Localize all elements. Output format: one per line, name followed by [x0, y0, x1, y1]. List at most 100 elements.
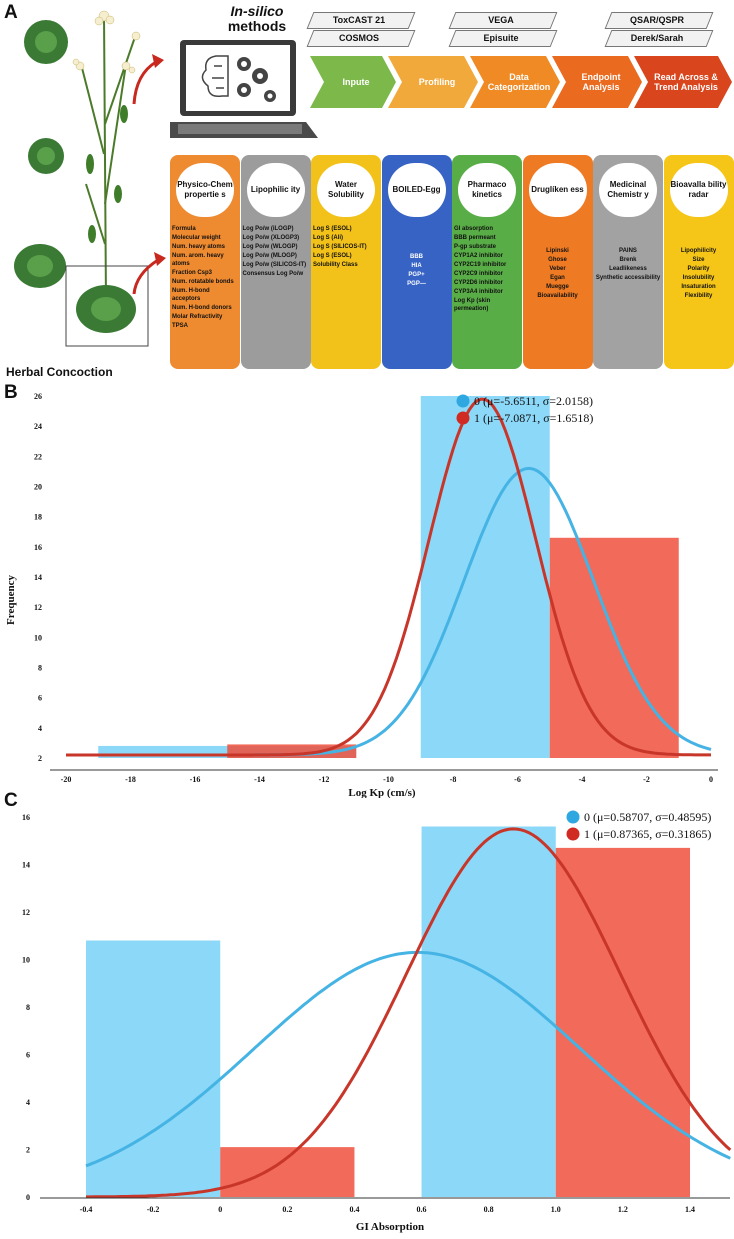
property-item: CYP2C19 inhibitor [454, 262, 507, 268]
property-item: Consensus Log Po/w [242, 271, 304, 277]
x-tick-label: -2 [643, 775, 650, 784]
x-tick-label: 1.2 [618, 1205, 628, 1214]
property-item: Num. H-bond donors [172, 305, 232, 311]
property-column: Physico-Chem propertie s Formula Molecular… [170, 155, 240, 369]
x-tick-label: -0.2 [147, 1205, 160, 1214]
property-item: BBB [410, 254, 423, 260]
property-item: Num. rotatable bonds [172, 279, 234, 285]
property-item: Veber [549, 266, 566, 272]
x-tick-label: 0 [218, 1205, 222, 1214]
property-item: Leadlikeness [609, 266, 647, 272]
y-tick-label: 26 [34, 392, 42, 401]
property-item: Fraction Csp3 [172, 270, 213, 276]
x-tick-label: 1.4 [685, 1205, 695, 1214]
herbal-concoction-label: Herbal Concoction [6, 365, 113, 379]
property-item: Molar Refractivity [172, 314, 223, 320]
property-item: Log S (ESOL) [313, 226, 352, 232]
laptop-icon [170, 40, 318, 138]
property-item: Log Po/w (WLOGP) [242, 244, 298, 250]
workflow-chevrons [310, 56, 732, 108]
property-column-items: GI absorption BBB permeant P-gp substrate C… [454, 225, 520, 314]
property-item: PGP— [407, 281, 426, 287]
property-column-title: BOILED-Egg [387, 163, 446, 217]
property-item: Num. arom. heavy atoms [172, 253, 224, 267]
property-column-title: Pharmaco kinetics [458, 163, 516, 217]
x-axis-label: Log Kp (cm/s) [348, 787, 416, 798]
property-column-items: Lipophilicity Size Polarity Insolubility Ins… [666, 247, 732, 301]
y-tick-label: 8 [38, 664, 42, 673]
density-curve-series-1 [66, 397, 711, 757]
property-item: Egan [550, 275, 565, 281]
property-item: Formula [172, 226, 196, 232]
insilico-methods-title: In-silico methods [212, 4, 302, 34]
legend-label-series-0: 0 (μ=-5.6511, σ=2.0158) [474, 394, 593, 408]
x-tick-label: 0.8 [484, 1205, 494, 1214]
property-item: Molecular weight [172, 235, 221, 241]
step-label: Profiling [418, 77, 456, 87]
y-tick-label: 24 [34, 422, 42, 431]
step-label: Data Categorization [487, 72, 551, 92]
histogram-bar-series-0 [86, 940, 221, 1197]
property-item: PGP+ [408, 272, 425, 278]
property-item: CYP2D6 inhibitor [454, 280, 504, 286]
chevron-step-3 [470, 56, 560, 108]
x-tick-label: -0.4 [80, 1205, 93, 1214]
y-tick-label: 22 [34, 452, 42, 461]
x-tick-label: 0 [709, 775, 713, 784]
x-tick-label: -12 [319, 775, 330, 784]
property-item: TPSA [172, 323, 189, 329]
y-tick-label: 4 [38, 724, 42, 733]
y-tick-label: 18 [34, 513, 42, 522]
property-item: Synthetic accessibility [595, 275, 661, 281]
histogram-bar-series-0 [420, 396, 550, 758]
property-column-title: Physico-Chem propertie s [176, 163, 234, 217]
property-column-title: Druglíken ess [528, 163, 587, 217]
property-column-items: BBB HIA PGP+ PGP— [384, 253, 450, 289]
property-item: Size [692, 257, 705, 263]
y-axis-label: Frequency [5, 575, 17, 625]
x-tick-label: 0.2 [282, 1205, 292, 1214]
property-column-items: Lipinski Ghose Veber Egan Muegge Bioavailabil… [525, 247, 591, 301]
step-label: Inpute [342, 77, 370, 87]
property-item: Log Po/w (SILICOS-IT) [242, 262, 307, 268]
y-tick-label: 20 [34, 483, 42, 492]
x-tick-label: -20 [61, 775, 72, 784]
property-item: Muegge [546, 284, 569, 290]
tool-label-back: VEGA [488, 15, 514, 25]
tool-label-front: Episuite [483, 33, 519, 43]
chevron-step-4 [552, 56, 642, 108]
x-axis-label: GI Absorption [356, 1221, 424, 1233]
y-tick-label: 16 [34, 543, 42, 552]
tool-stack-2: VEGA Episuite [442, 12, 560, 48]
insilico-suffix: methods [227, 18, 287, 34]
property-item: Solubility Class [313, 262, 358, 268]
property-column-title: Water Solubility [317, 163, 375, 217]
density-curve-series-1 [86, 827, 732, 1199]
property-item: Log S (Ali) [313, 235, 343, 241]
property-item: Log S (SILICOS-IT) [313, 244, 367, 250]
property-column-items: PAINS Brenk Leadlikeness Synthetic accessib… [595, 247, 661, 283]
tool-stack-3: QSAR/QSPR Derek/Sarah [598, 12, 716, 48]
property-column-title: Lipophilic ity [246, 163, 305, 217]
y-tick-label: 12 [22, 908, 30, 917]
y-tick-label: 12 [34, 603, 42, 612]
panel-label-b: B [4, 382, 18, 403]
property-item: BBB permeant [454, 235, 496, 241]
x-tick-label: -8 [450, 775, 457, 784]
step-label: Endpoint Analysis [581, 72, 621, 92]
property-column-items: Log S (ESOL) Log S (Ali) Log S (SILICOS-IT… [313, 225, 379, 270]
x-tick-label: 0.6 [417, 1205, 427, 1214]
legend-marker-series-0 [456, 394, 470, 408]
legend-label-series-0: 0 (μ=0.58707, σ=0.48595) [584, 810, 711, 824]
property-item: Log Po/w (iLOGP) [242, 226, 294, 232]
tool-label-front: COSMOS [338, 33, 379, 43]
property-column: Bioavalla bility radar Lipophilicity Size P… [663, 155, 734, 369]
x-tick-label: -10 [383, 775, 394, 784]
property-column: Pharmaco kinetics GI absorption BBB permea… [452, 155, 522, 369]
property-item: PAINS [619, 248, 637, 254]
x-tick-label: -16 [190, 775, 201, 784]
y-tick-label: 10 [34, 633, 42, 642]
legend-label-series-1: 1 (μ=0.87365, σ=0.31865) [584, 827, 711, 841]
x-tick-label: 0.4 [349, 1205, 359, 1214]
